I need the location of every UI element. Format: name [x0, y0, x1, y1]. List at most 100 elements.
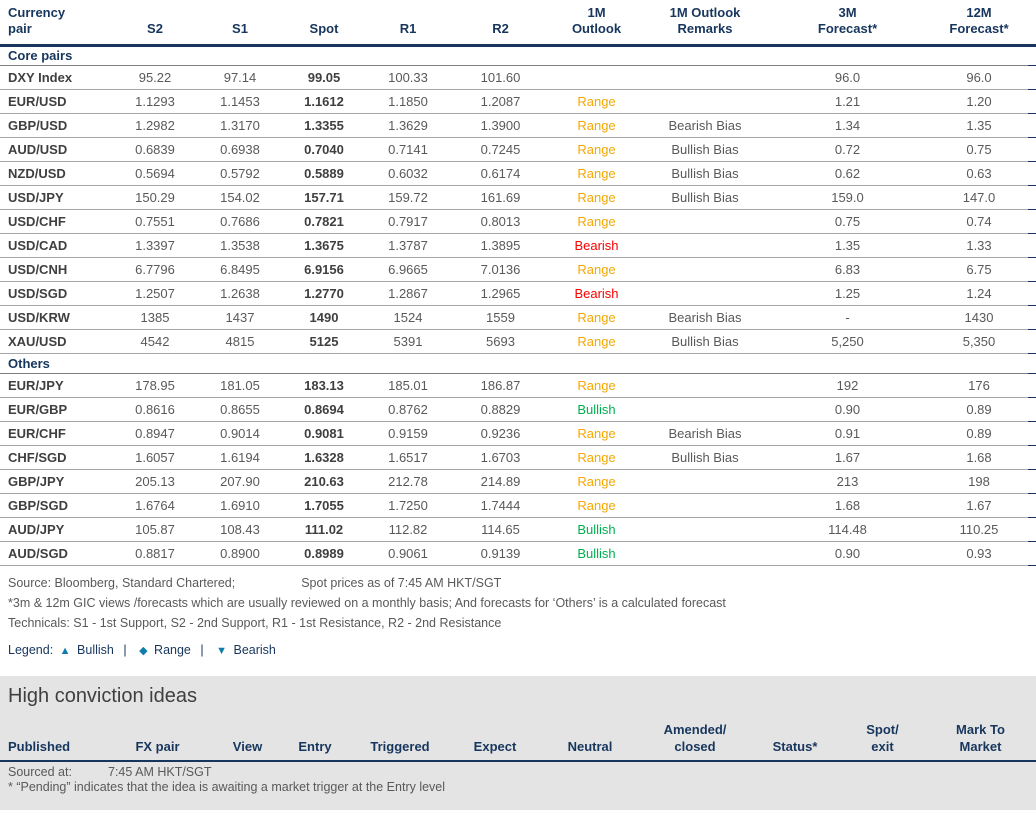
r2-cell: 1.7444 — [453, 493, 548, 518]
forecast-3m-cell: 213 — [765, 469, 930, 494]
forecast-12m-cell: 1.20 — [930, 89, 1028, 114]
table-row: USD/CHF 0.7551 0.7686 0.7821 0.7917 0.8013 Ran… — [0, 209, 1036, 234]
pending-note: * “Pending” indicates that the idea is a… — [8, 779, 446, 794]
forecast-12m-cell: 1.35 — [930, 113, 1028, 138]
forecast-3m-cell: 159.0 — [765, 185, 930, 210]
s1-cell: 6.8495 — [195, 257, 285, 282]
remarks-cell — [645, 517, 765, 542]
table-row: USD/JPY 150.29 154.02 157.71 159.72 161.69 Ran… — [0, 185, 1036, 210]
pair-cell: AUD/JPY — [0, 517, 115, 542]
edge-column — [1028, 0, 1036, 47]
pair-cell: USD/CHF — [0, 209, 115, 234]
footnotes: Source: Bloomberg, Standard Chartered; Sp… — [0, 566, 1036, 658]
spot-cell: 210.63 — [285, 469, 363, 494]
remarks-cell: Bullish Bias — [645, 445, 765, 470]
s2-cell: 1.1293 — [115, 89, 195, 114]
pair-cell: GBP/USD — [0, 113, 115, 138]
column-header-mark-to-market: Mark To Market — [925, 720, 1036, 762]
forecast-12m-cell: 1430 — [930, 305, 1028, 330]
r1-cell: 112.82 — [363, 517, 453, 542]
remarks-cell: Bearish Bias — [645, 113, 765, 138]
remarks-cell — [645, 209, 765, 234]
s2-cell: 0.8947 — [115, 421, 195, 446]
outlook-cell: Range — [548, 493, 645, 518]
r1-cell: 0.7141 — [363, 137, 453, 162]
r2-cell: 0.8013 — [453, 209, 548, 234]
s1-cell: 108.43 — [195, 517, 285, 542]
edge-cell — [1028, 65, 1036, 90]
s1-cell: 1437 — [195, 305, 285, 330]
source-line: Source: Bloomberg, Standard Chartered; Sp… — [8, 575, 1028, 591]
spot-cell: 0.7821 — [285, 209, 363, 234]
section-row: Core pairs — [0, 45, 1036, 66]
s2-cell: 1.6764 — [115, 493, 195, 518]
forecast-3m-cell: 0.72 — [765, 137, 930, 162]
r1-cell: 159.72 — [363, 185, 453, 210]
r1-cell: 0.9159 — [363, 421, 453, 446]
s2-cell: 1.2507 — [115, 281, 195, 306]
s1-cell: 1.3170 — [195, 113, 285, 138]
s2-cell: 6.7796 — [115, 257, 195, 282]
forecast-12m-cell: 0.89 — [930, 397, 1028, 422]
pair-cell: USD/CNH — [0, 257, 115, 282]
outlook-cell: Range — [548, 469, 645, 494]
s2-cell: 205.13 — [115, 469, 195, 494]
forecast-12m-cell: 0.75 — [930, 137, 1028, 162]
r1-cell: 0.9061 — [363, 541, 453, 566]
sourced-value: 7:45 AM HKT/SGT — [108, 764, 212, 779]
r2-cell: 1.2965 — [453, 281, 548, 306]
outlook-cell: Range — [548, 445, 645, 470]
s1-cell: 0.7686 — [195, 209, 285, 234]
high-conviction-section: High conviction ideas Published FX pair Vi… — [0, 676, 1036, 810]
r2-cell: 114.65 — [453, 517, 548, 542]
s1-cell: 181.05 — [195, 373, 285, 398]
outlook-cell: Bullish — [548, 541, 645, 566]
r1-cell: 1524 — [363, 305, 453, 330]
outlook-cell: Range — [548, 185, 645, 210]
column-header-3m-forecast: 3M Forecast* — [765, 0, 930, 47]
forecast-12m-cell: 1.33 — [930, 233, 1028, 258]
remarks-cell — [645, 541, 765, 566]
forecast-3m-cell: 0.75 — [765, 209, 930, 234]
spot-cell: 1.1612 — [285, 89, 363, 114]
section-label: Others — [0, 353, 1028, 374]
source-text: Source: Bloomberg, Standard Chartered; — [8, 575, 236, 590]
r2-cell: 1.3895 — [453, 233, 548, 258]
remarks-cell: Bullish Bias — [645, 161, 765, 186]
table-row: USD/SGD 1.2507 1.2638 1.2770 1.2867 1.2965 Bea… — [0, 281, 1036, 306]
spot-cell: 1.3355 — [285, 113, 363, 138]
edge-cell — [1028, 233, 1036, 258]
edge-cell — [1028, 113, 1036, 138]
table-row: EUR/USD 1.1293 1.1453 1.1612 1.1850 1.2087 Ran… — [0, 89, 1036, 114]
edge-cell — [1028, 493, 1036, 518]
forecast-3m-cell: 192 — [765, 373, 930, 398]
table-row: GBP/USD 1.2982 1.3170 1.3355 1.3629 1.3900 Ran… — [0, 113, 1036, 138]
pair-cell: XAU/USD — [0, 329, 115, 354]
forecast-3m-cell: 1.67 — [765, 445, 930, 470]
pair-cell: GBP/JPY — [0, 469, 115, 494]
edge-cell — [1028, 445, 1036, 470]
edge-cell — [1028, 281, 1036, 306]
r2-cell: 214.89 — [453, 469, 548, 494]
table-row: CHF/SGD 1.6057 1.6194 1.6328 1.6517 1.6703 Ran… — [0, 445, 1036, 470]
r2-cell: 161.69 — [453, 185, 548, 210]
pair-cell: EUR/CHF — [0, 421, 115, 446]
edge-cell — [1028, 209, 1036, 234]
high-conviction-table-header: Published FX pair View Entry Triggered Expect… — [0, 720, 1036, 762]
edge-cell — [1028, 421, 1036, 446]
table-row: USD/CAD 1.3397 1.3538 1.3675 1.3787 1.3895 Bea… — [0, 233, 1036, 258]
pair-cell: NZD/USD — [0, 161, 115, 186]
outlook-cell: Range — [548, 113, 645, 138]
forecast-3m-cell: 1.21 — [765, 89, 930, 114]
edge-cell — [1028, 257, 1036, 282]
r1-cell: 1.6517 — [363, 445, 453, 470]
edge-cell — [1028, 373, 1036, 398]
remarks-cell — [645, 373, 765, 398]
column-header-s1: S1 — [195, 0, 285, 47]
outlook-cell: Bearish — [548, 233, 645, 258]
s2-cell: 0.5694 — [115, 161, 195, 186]
forecast-12m-cell: 0.93 — [930, 541, 1028, 566]
fx-table-body: Core pairs DXY Index 95.22 97.14 99.05 100.33… — [0, 45, 1036, 566]
s1-cell: 1.6194 — [195, 445, 285, 470]
table-row: EUR/JPY 178.95 181.05 183.13 185.01 186.87 Ran… — [0, 373, 1036, 398]
